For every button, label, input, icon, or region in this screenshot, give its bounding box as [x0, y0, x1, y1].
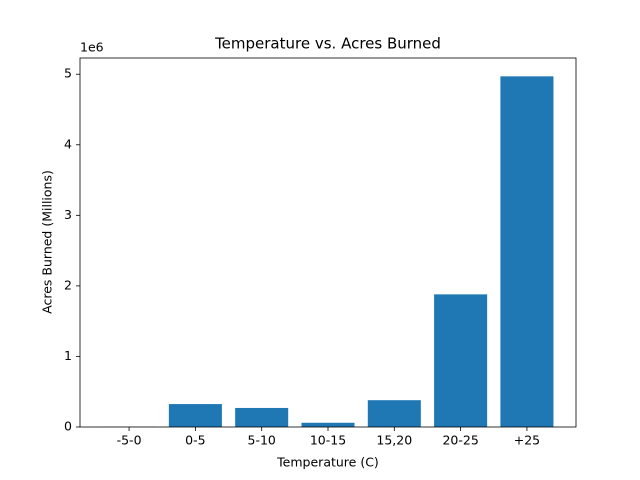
y-axis-label: Acres Burned (Millions) — [40, 170, 55, 314]
x-tick-label: 10-15 — [310, 433, 346, 448]
bar — [434, 294, 488, 427]
y-tick-label: 2 — [64, 277, 72, 292]
bar — [168, 404, 222, 427]
y-tick-label: 1 — [64, 348, 72, 363]
x-tick-label: 0-5 — [185, 433, 205, 448]
x-tick-label: 15,20 — [376, 433, 412, 448]
bar — [235, 407, 289, 427]
y-tick-label: 4 — [64, 136, 72, 151]
bar — [367, 400, 421, 427]
y-offset-text: 1e6 — [80, 40, 104, 55]
plot-frame — [79, 57, 577, 428]
y-tick-label: 3 — [64, 207, 72, 222]
y-tick-label: 5 — [64, 66, 72, 81]
bar — [500, 76, 554, 427]
x-tick-label: +25 — [514, 433, 540, 448]
bar — [301, 422, 355, 427]
x-tick-label: -5-0 — [117, 433, 142, 448]
chart-title: Temperature vs. Acres Burned — [214, 35, 441, 53]
y-tick-label: 0 — [64, 419, 72, 434]
x-axis-label: Temperature (C) — [276, 455, 379, 470]
x-tick-label: 5-10 — [248, 433, 276, 448]
x-tick-label: 20-25 — [442, 433, 478, 448]
